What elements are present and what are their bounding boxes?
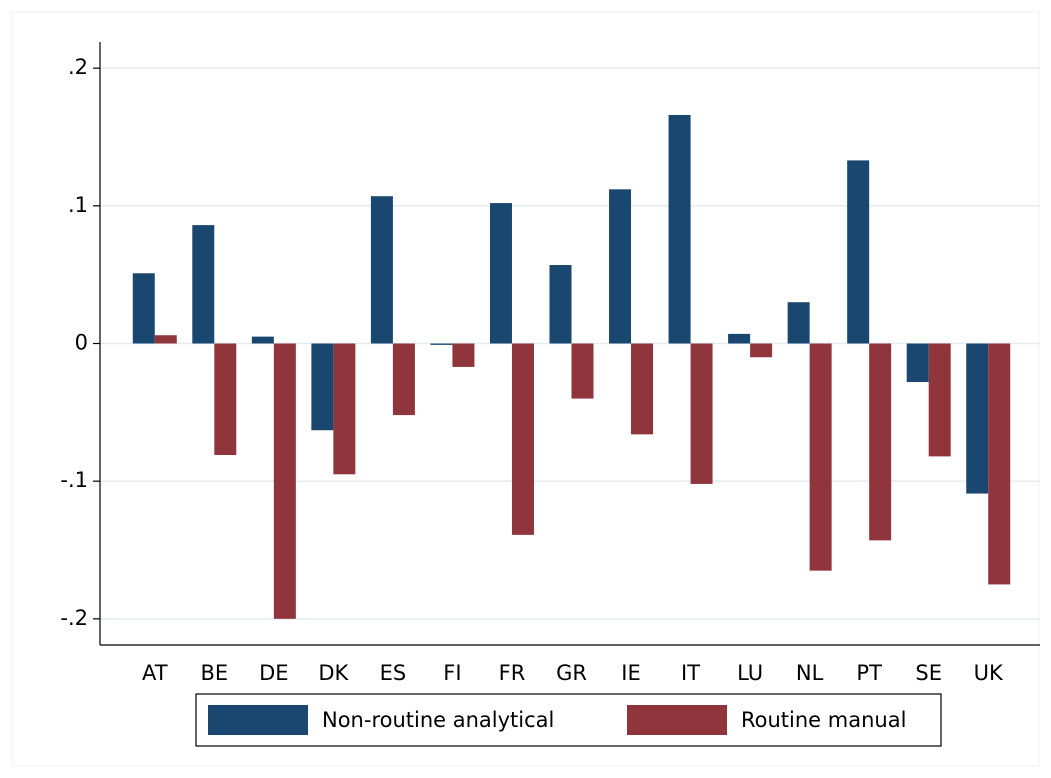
legend-swatch — [208, 705, 308, 735]
x-tick-label: FI — [443, 661, 461, 685]
x-tick-label: DK — [318, 661, 349, 685]
legend-label: Routine manual — [741, 708, 906, 732]
bar — [549, 265, 572, 344]
x-tick-label: GR — [556, 661, 587, 685]
bar — [847, 160, 870, 344]
bar — [809, 343, 832, 571]
x-tick-label: DE — [259, 661, 288, 685]
x-tick-label: IT — [681, 661, 700, 685]
bar — [392, 343, 415, 416]
bar — [609, 189, 632, 344]
bar — [192, 225, 215, 344]
bar — [333, 343, 356, 475]
x-tick-label: SE — [915, 661, 942, 685]
legend-swatch — [627, 705, 727, 735]
bar — [452, 343, 475, 367]
bar — [631, 343, 654, 435]
bar — [311, 343, 334, 431]
y-tick-label: .2 — [68, 55, 88, 79]
y-tick-label: 0 — [75, 331, 88, 355]
x-tick-label: ES — [380, 661, 407, 685]
bar — [988, 343, 1011, 585]
bar — [489, 203, 512, 344]
bar — [370, 196, 393, 344]
bar — [869, 343, 892, 541]
bar — [906, 343, 929, 383]
legend-box — [195, 693, 942, 747]
x-tick-label: IE — [621, 661, 640, 685]
bar — [511, 343, 534, 535]
bar — [928, 343, 951, 457]
legend-label: Non-routine analytical — [322, 708, 554, 732]
x-tick-label: UK — [974, 661, 1004, 685]
bar — [214, 343, 237, 456]
bar — [690, 343, 713, 484]
bar — [132, 273, 155, 344]
y-tick-label: -.2 — [60, 606, 88, 630]
bar — [728, 333, 751, 344]
bar — [787, 302, 810, 344]
x-tick-label: LU — [737, 661, 763, 685]
x-tick-label: BE — [200, 661, 228, 685]
y-tick-label: .1 — [68, 193, 88, 217]
x-tick-label: AT — [142, 661, 168, 685]
bar — [571, 343, 594, 399]
bar — [430, 343, 453, 345]
bar — [251, 336, 274, 344]
bar — [966, 343, 989, 494]
x-tick-label: FR — [499, 661, 526, 685]
bar — [750, 343, 773, 358]
y-tick-label: -.1 — [60, 468, 88, 492]
bar — [154, 335, 177, 344]
x-tick-label: NL — [796, 661, 824, 685]
bar — [273, 343, 296, 619]
bar — [668, 114, 691, 344]
x-tick-label: PT — [856, 661, 882, 685]
